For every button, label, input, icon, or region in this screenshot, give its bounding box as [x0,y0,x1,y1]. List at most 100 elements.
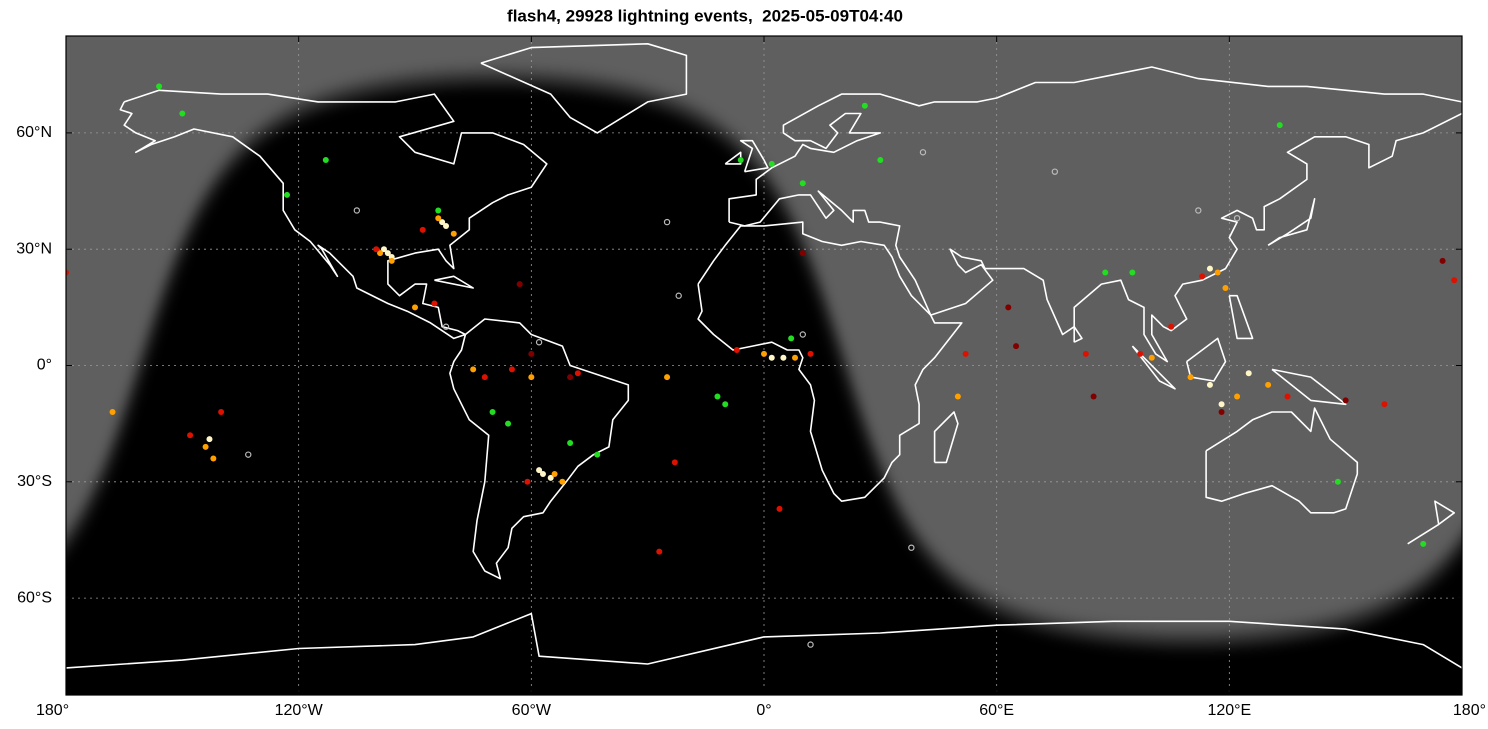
event-dot [861,102,868,109]
event-dot [1168,323,1175,330]
event-dot [768,354,775,361]
event-dot [536,467,543,474]
event-dot [373,246,380,253]
y-tick-label: 30°S [17,473,52,490]
event-dot [380,246,387,253]
event-dot [567,440,574,447]
event-dot [761,350,767,357]
x-tick-label: 180° [36,702,69,719]
event-dot [1206,381,1213,388]
event-dot [202,443,209,450]
event-dot [431,300,438,307]
coastline [480,42,688,134]
event-ring [353,207,361,214]
grid-layer [66,36,1462,695]
event-dot [187,432,194,439]
event-dot [1082,350,1089,357]
event-dot [322,157,329,164]
event-dot [419,226,426,233]
event-dot [1222,284,1229,291]
coastline [1267,198,1316,246]
coastline [1271,368,1347,406]
event-dot [1187,374,1194,381]
event-ring [908,544,915,551]
event-dot [412,304,418,311]
coastline [449,318,630,580]
event-dot [1218,409,1225,416]
event-dot [1334,478,1341,485]
event-dot [722,401,729,408]
event-dot [1206,265,1213,272]
event-ring [1233,214,1241,222]
event-dot [377,250,384,257]
coastline [1205,407,1359,514]
coastline [119,89,548,340]
x-tick-label: 120°W [275,702,324,719]
event-dot [156,83,163,90]
event-dot [210,455,217,462]
chart-title: flash4, 29928 lightning events, 2025-05-… [507,6,903,25]
event-ring [442,323,450,330]
event-dot [1218,401,1225,408]
event-dot [1420,540,1427,547]
coastline [739,139,769,173]
event-dot [1214,269,1221,276]
event-dot [1381,401,1388,408]
event-dot [66,269,69,276]
event-dot [516,281,523,288]
coastline [1228,294,1254,340]
event-dot [539,471,546,478]
event-dot [574,370,581,377]
event-dot [528,350,535,357]
event-dot [1090,393,1097,400]
event-dot [714,393,721,400]
y-tick-label: 30°N [16,240,52,257]
event-ring [245,451,252,458]
event-dot [567,374,574,381]
lightning-layer [66,83,1458,648]
x-tick-label: 60°W [512,702,552,719]
night-area [66,84,1462,695]
event-dot [776,505,783,512]
x-tick-label: 60°E [979,702,1014,719]
event-dot [799,180,806,187]
coastline [1407,500,1455,545]
event-dot [1439,257,1446,264]
coastline [728,112,1462,363]
coastline [933,411,959,464]
event-dot [1129,269,1136,276]
y-tick-label: 60°S [17,589,52,606]
event-dot [799,250,806,257]
event-dot [1013,343,1020,350]
event-ring [663,218,671,226]
event-dot [768,160,775,167]
event-dot [435,215,442,222]
event-dot [737,157,744,164]
event-dot [206,436,213,443]
x-tick-label: 180° [1453,702,1486,719]
event-dot [1451,277,1458,284]
event-dot [109,409,116,416]
event-dot [559,478,566,485]
y-tick-label: 0° [37,357,52,374]
event-dot [450,230,457,237]
event-dot [594,451,601,458]
coastline [728,66,1462,223]
event-dot [508,366,515,373]
event-dot [1148,354,1155,361]
event-dot [1276,122,1283,129]
event-dot [551,471,558,478]
event-dot [435,207,442,214]
event-dot [792,354,799,361]
event-dot [384,250,391,257]
event-dot [470,366,477,373]
event-dot [671,459,678,466]
coastline [66,612,1462,669]
night-layer [66,70,1462,695]
event-dot [218,409,225,416]
event-ring [799,331,806,338]
event-dot [528,374,535,381]
event-ring [807,641,814,648]
